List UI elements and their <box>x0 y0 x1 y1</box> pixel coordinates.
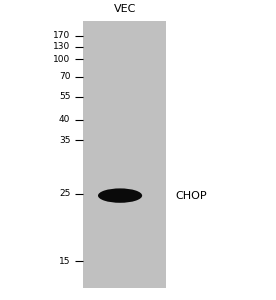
Text: 55: 55 <box>59 92 70 101</box>
Text: 25: 25 <box>59 189 70 198</box>
Text: 35: 35 <box>59 136 70 145</box>
Text: CHOP: CHOP <box>175 190 207 201</box>
Text: 130: 130 <box>53 42 70 51</box>
FancyBboxPatch shape <box>83 21 166 288</box>
Text: 170: 170 <box>53 32 70 40</box>
Text: VEC: VEC <box>114 4 137 14</box>
Ellipse shape <box>98 188 142 203</box>
Text: 70: 70 <box>59 72 70 81</box>
Text: 40: 40 <box>59 116 70 124</box>
Text: 15: 15 <box>59 256 70 266</box>
Text: 100: 100 <box>53 55 70 64</box>
